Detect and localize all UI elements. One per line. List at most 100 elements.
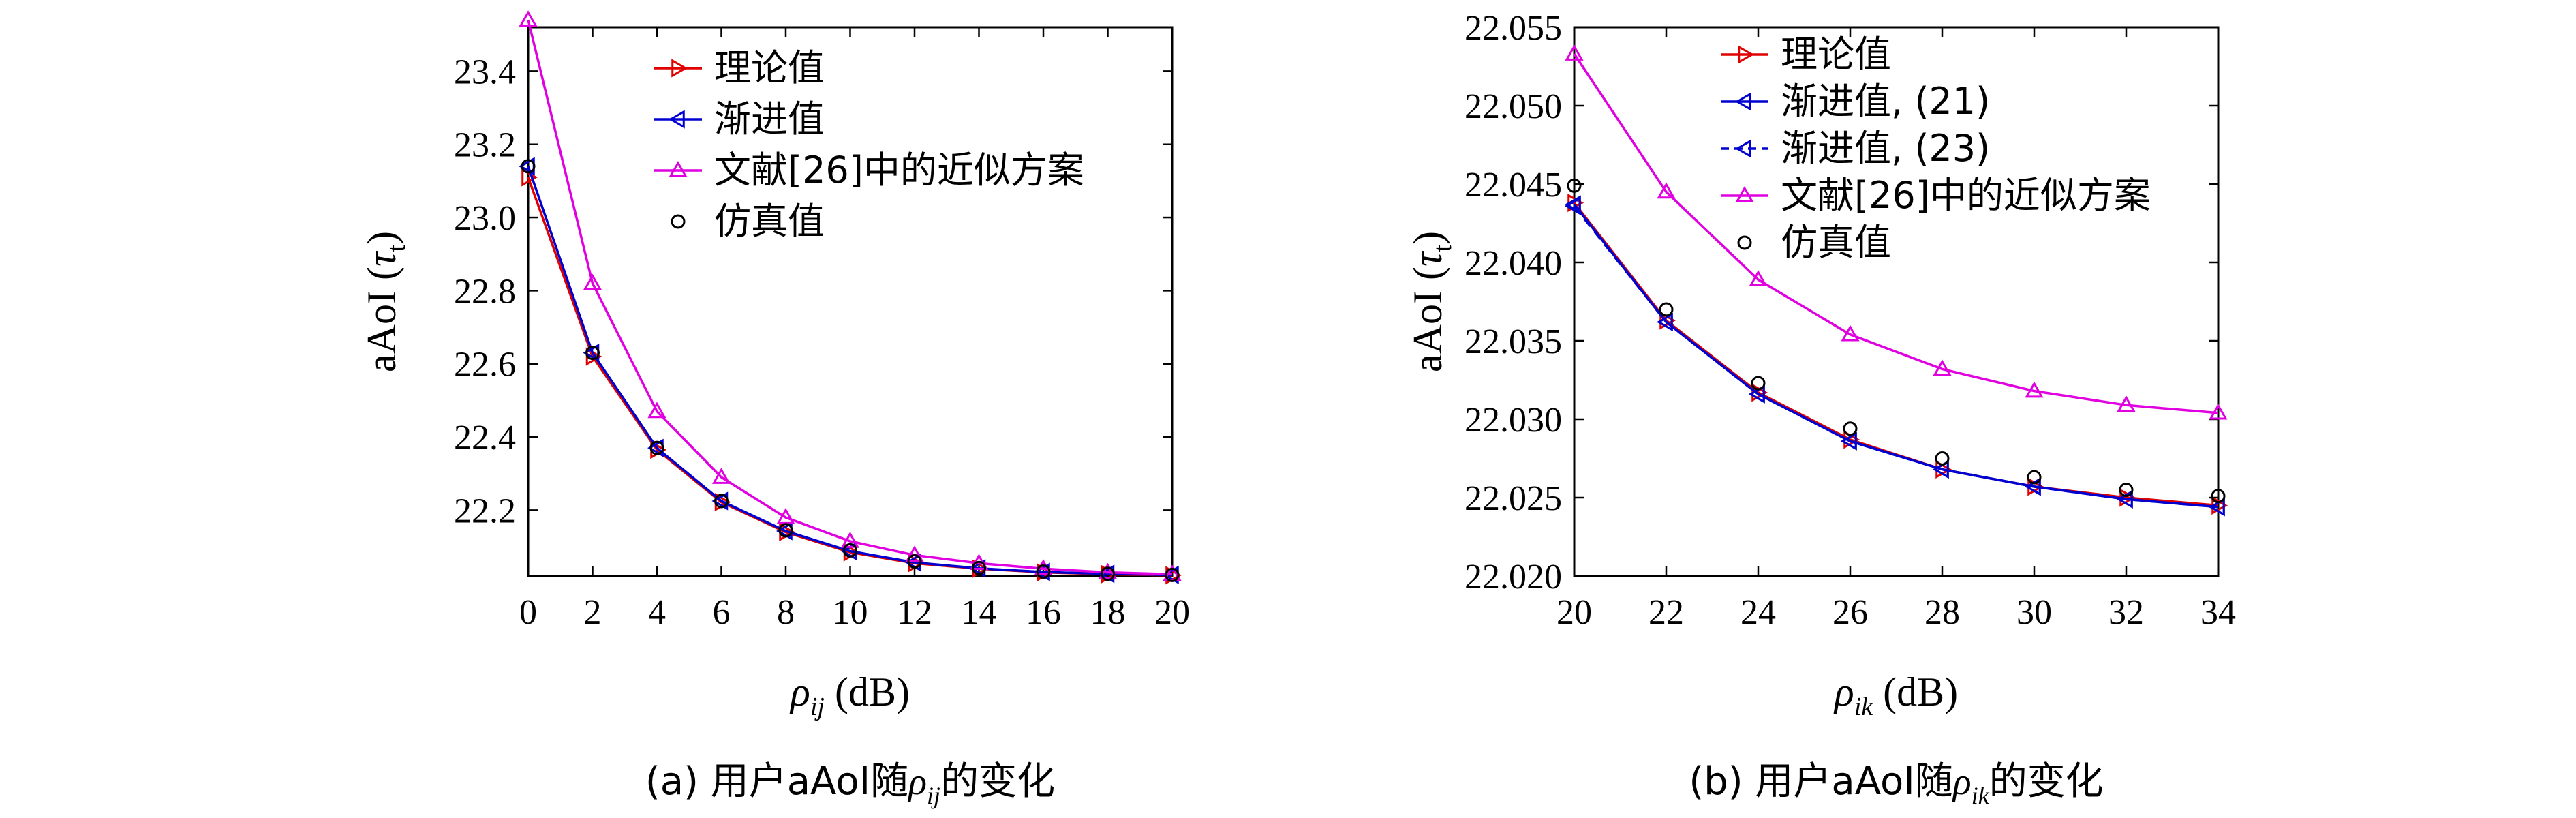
data-point — [1565, 44, 1584, 61]
x-tick-label: 0 — [519, 593, 537, 632]
y-tick-label: 22.035 — [1465, 322, 1562, 361]
legend-entry: 渐进值, (21) — [1721, 80, 1990, 123]
x-tick-label: 2 — [584, 593, 602, 632]
x-tick-label: 24 — [1741, 593, 1776, 632]
plot-frame — [1573, 26, 2220, 577]
legend-marker — [1737, 235, 1752, 250]
legend-entry: 仿真值 — [671, 200, 825, 243]
y-tick-label: 23.0 — [454, 199, 516, 238]
data-point — [1748, 384, 1765, 404]
x-tick-label: 16 — [1026, 593, 1061, 632]
data-point — [1163, 564, 1182, 581]
data-point — [843, 543, 857, 558]
legend-marker — [671, 214, 686, 229]
series-reference — [519, 10, 1182, 581]
y-tick-label: 22.6 — [454, 346, 516, 384]
y-tick-label: 22.040 — [1465, 244, 1562, 283]
data-point — [711, 468, 731, 484]
data-point — [521, 168, 538, 187]
plot-frame — [527, 26, 1174, 577]
data-point — [1843, 421, 1858, 436]
data-point — [778, 523, 793, 538]
data-point — [2117, 395, 2136, 412]
legend-entry: 理论值 — [654, 46, 825, 89]
legend-entry: 文献[26]中的近似方案 — [1721, 174, 2151, 217]
data-point — [1101, 566, 1115, 581]
data-point — [585, 346, 600, 361]
x-tick-label: 26 — [1833, 593, 1868, 632]
y-tick-label: 22.045 — [1465, 166, 1562, 204]
x-tick-label: 30 — [2017, 593, 2052, 632]
legend-label: 理论值 — [714, 46, 825, 89]
legend-marker — [671, 59, 688, 78]
chart-a: 0 2 4 6 8 10 12 14 16 18 20 22.2 22.4 22.6 22.8 23.0 23.… — [359, 10, 1190, 809]
series-asymptotic — [518, 157, 1179, 584]
data-point — [905, 545, 924, 562]
y-tick-label: 23.2 — [454, 126, 516, 165]
x-tick-label: 4 — [648, 593, 666, 632]
legend-entry: 文献[26]中的近似方案 — [654, 149, 1084, 192]
figure-caption: (b) 用户aAoI随ρik的变化 — [1689, 759, 2103, 809]
series-line — [527, 19, 1173, 576]
data-point — [1564, 196, 1581, 215]
x-axis-label: ρik (dB) — [1833, 669, 1958, 721]
data-point — [714, 494, 729, 509]
x-tick-label: 6 — [713, 593, 731, 632]
series-line — [1573, 203, 2219, 509]
legend-entry: 渐进值 — [654, 97, 825, 140]
data-point — [647, 402, 666, 419]
series-theory — [521, 168, 1182, 585]
legend-label: 文献[26]中的近似方案 — [1781, 174, 2151, 217]
legend-entry: 仿真值 — [1737, 221, 1891, 264]
data-point — [1932, 460, 1949, 479]
data-point — [519, 10, 538, 27]
series-line — [527, 177, 1173, 577]
data-point — [649, 440, 664, 455]
data-point — [2119, 483, 2134, 497]
series-asymptotic — [1564, 195, 2225, 517]
series-line — [1573, 202, 2219, 507]
data-point — [2027, 470, 2042, 485]
figure-caption: (a) 用户aAoI随ρij的变化 — [645, 759, 1055, 809]
x-tick-label: 34 — [2201, 593, 2236, 632]
legend-label: 仿真值 — [1781, 221, 1891, 264]
legend-label: 文献[26]中的近似方案 — [714, 149, 1084, 192]
data-point — [1659, 302, 1674, 317]
data-point — [1840, 431, 1857, 451]
legend-marker — [669, 160, 688, 177]
y-tick-label: 23.4 — [454, 52, 516, 91]
data-point — [1567, 178, 1582, 193]
series-simulation — [521, 159, 1180, 582]
data-point — [521, 159, 536, 174]
x-tick-label: 10 — [833, 593, 868, 632]
legend-label: 渐进值, (21) — [1781, 80, 1990, 123]
y-tick-label: 22.8 — [454, 272, 516, 311]
data-point — [776, 508, 795, 524]
data-point — [2208, 498, 2225, 517]
series-line — [1573, 205, 2219, 509]
x-axis-label: ρij (dB) — [789, 669, 910, 721]
legend-marker — [1738, 45, 1755, 64]
x-tick-label: 20 — [1557, 593, 1592, 632]
y-tick-label: 22.055 — [1465, 9, 1562, 48]
legend-marker — [668, 110, 685, 129]
x-tick-label: 28 — [1925, 593, 1960, 632]
data-point — [907, 554, 922, 569]
y-tick-label: 22.2 — [454, 491, 516, 530]
y-tick-label: 22.050 — [1465, 87, 1562, 126]
series-line — [1573, 53, 2219, 414]
y-axis-label: aAoI (τt) — [359, 231, 411, 372]
y-tick-label: 22.025 — [1465, 479, 1562, 518]
data-point — [1935, 451, 1950, 466]
data-point — [1657, 182, 1676, 199]
data-point — [2211, 489, 2226, 504]
x-tick-label: 32 — [2109, 593, 2144, 632]
legend-label: 渐进值, (23) — [1781, 127, 1990, 170]
x-tick-label: 12 — [897, 593, 932, 632]
data-point — [2209, 403, 2228, 420]
series-reference — [1565, 44, 2228, 420]
legend-label: 渐进值 — [714, 97, 825, 140]
chart-b: 20 22 24 26 28 30 32 34 22.020 22.025 22.030 22.035… — [1405, 9, 2236, 809]
data-point — [1749, 270, 1768, 287]
series-simulation — [1567, 178, 2226, 504]
